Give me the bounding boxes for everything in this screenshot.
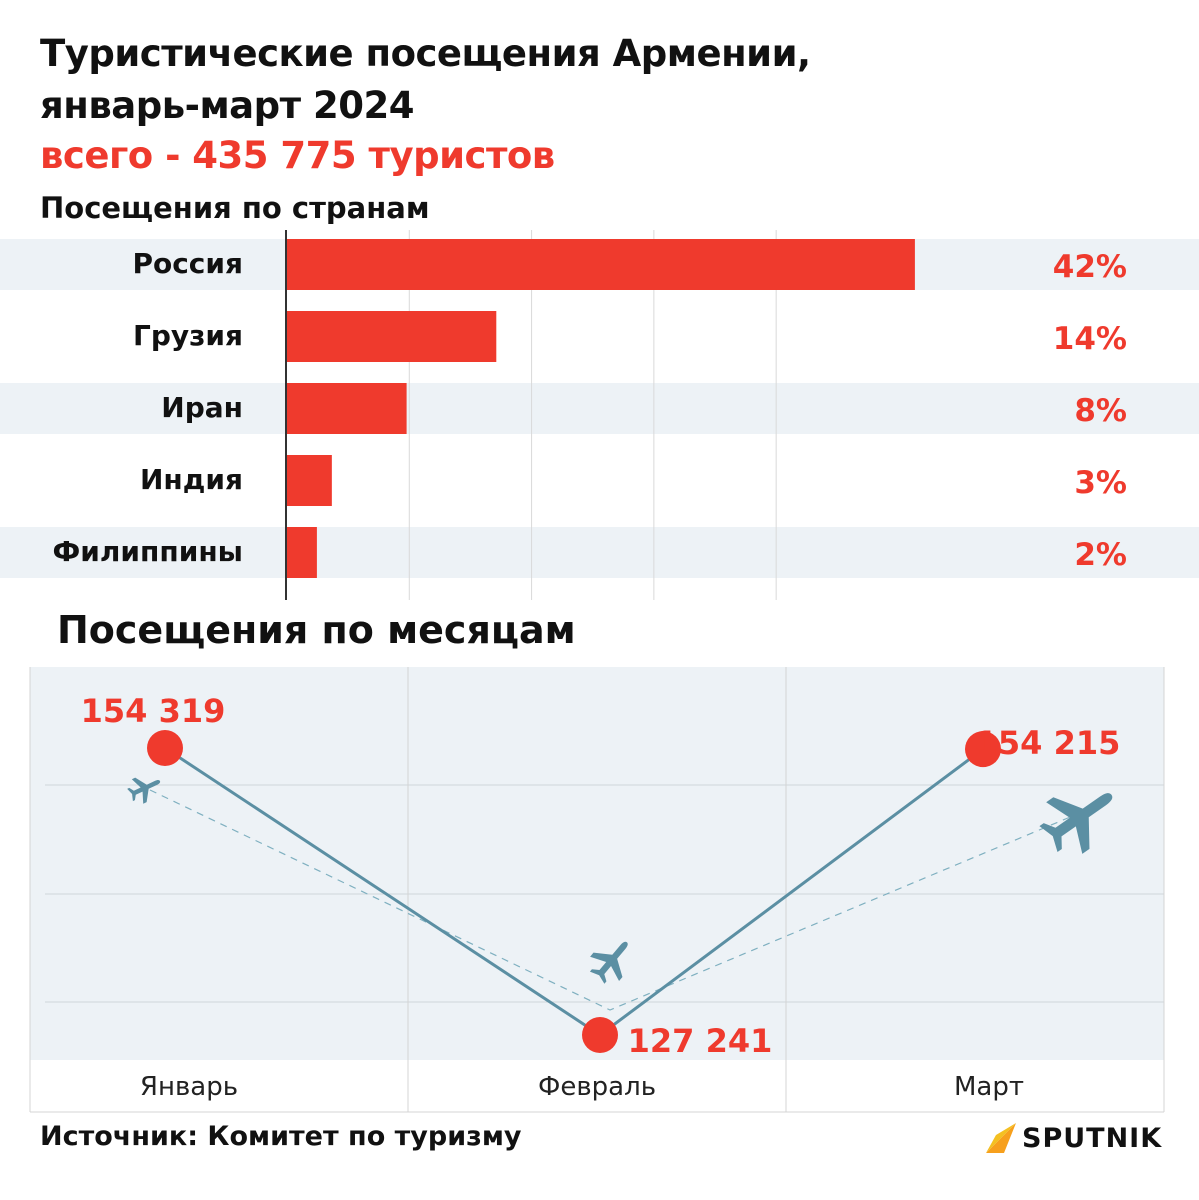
bar-0 xyxy=(287,239,915,290)
category-label: Грузия xyxy=(133,319,243,352)
bar-4 xyxy=(287,527,317,578)
title-line-1: Туристические посещения Армении, xyxy=(40,32,811,75)
data-label: 154 215 xyxy=(976,724,1121,762)
value-label: 3% xyxy=(1074,465,1127,501)
sputnik-logo-icon xyxy=(986,1123,1016,1153)
airplane-icon xyxy=(589,941,628,984)
x-tick-label: Февраль xyxy=(538,1072,656,1102)
total-tourists: всего - 435 775 туристов xyxy=(40,134,555,177)
data-label: 127 241 xyxy=(628,1022,773,1060)
page-title: Туристические посещения Армении, январь-… xyxy=(40,28,811,132)
data-point xyxy=(582,1017,618,1053)
category-label: Индия xyxy=(140,463,243,496)
bar-2 xyxy=(287,383,407,434)
bar-1 xyxy=(287,311,497,362)
value-label: 42% xyxy=(1053,249,1127,285)
countries-section-title: Посещения по странам xyxy=(40,191,430,225)
flight-path xyxy=(149,789,1076,1011)
bar-3 xyxy=(287,455,332,506)
months-section-title: Посещения по месяцам xyxy=(57,608,576,652)
value-label: 14% xyxy=(1053,321,1127,357)
airplane-icon xyxy=(127,777,161,804)
title-line-2: январь-март 2024 xyxy=(40,84,414,127)
countries-bar-chart: Россия 42% Грузия 14% Иран 8% Индия 3% Филиппины… xyxy=(0,230,1199,600)
x-tick-label: Январь xyxy=(140,1072,238,1102)
value-label: 2% xyxy=(1074,537,1127,573)
data-label: 154 319 xyxy=(81,692,226,730)
category-label: Россия xyxy=(132,247,243,280)
sputnik-logo: SPUTNIK xyxy=(984,1121,1162,1155)
category-label: Филиппины xyxy=(53,535,244,568)
airplane-icon xyxy=(1039,793,1113,854)
sputnik-logo-text: SPUTNIK xyxy=(1022,1122,1163,1154)
months-line-chart: 154 319 127 241 154 215 Январь Февраль Март xyxy=(29,667,1165,1113)
row-band xyxy=(0,383,1199,434)
value-label: 8% xyxy=(1074,393,1127,429)
data-point xyxy=(965,731,1001,768)
data-point xyxy=(147,730,183,766)
source-note: Источник: Комитет по туризму xyxy=(40,1121,522,1152)
category-label: Иран xyxy=(161,391,243,424)
x-tick-label: Март xyxy=(954,1072,1024,1102)
plot-background xyxy=(30,667,1164,1060)
row-band xyxy=(0,527,1199,578)
